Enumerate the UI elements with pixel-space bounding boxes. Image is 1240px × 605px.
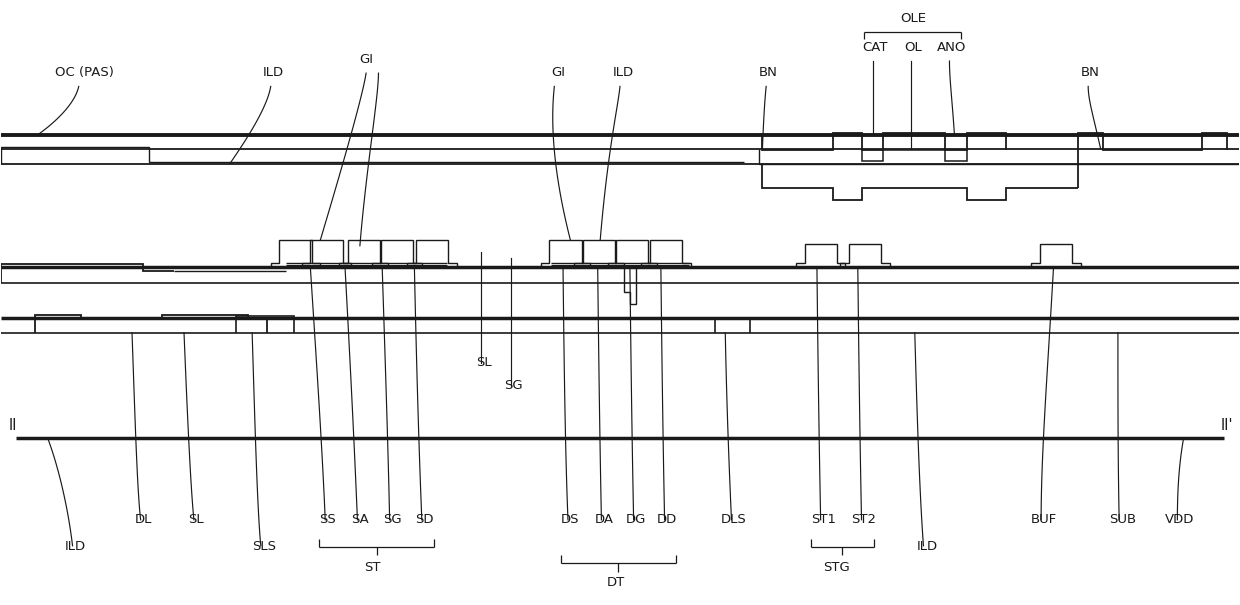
Text: STG: STG bbox=[823, 561, 851, 574]
Text: SG: SG bbox=[505, 379, 523, 392]
Text: II': II' bbox=[1220, 419, 1233, 434]
Text: ST2: ST2 bbox=[852, 513, 877, 526]
Text: DS: DS bbox=[562, 513, 580, 526]
Text: ST: ST bbox=[365, 561, 381, 574]
Text: GI: GI bbox=[551, 66, 565, 79]
Text: SA: SA bbox=[351, 513, 368, 526]
Text: GI: GI bbox=[360, 53, 373, 66]
Text: ILD: ILD bbox=[64, 540, 86, 553]
Text: DT: DT bbox=[608, 576, 625, 589]
Text: SG: SG bbox=[383, 513, 402, 526]
Text: OL: OL bbox=[905, 41, 923, 54]
Text: DL: DL bbox=[134, 513, 151, 526]
Text: SD: SD bbox=[415, 513, 434, 526]
Text: BN: BN bbox=[1081, 66, 1100, 79]
Text: DD: DD bbox=[657, 513, 677, 526]
Text: DLS: DLS bbox=[722, 513, 746, 526]
Text: SL: SL bbox=[476, 356, 491, 369]
Text: ILD: ILD bbox=[916, 540, 937, 553]
Text: SUB: SUB bbox=[1110, 513, 1136, 526]
Text: CAT: CAT bbox=[862, 41, 888, 54]
Text: ST1: ST1 bbox=[811, 513, 836, 526]
Text: SS: SS bbox=[320, 513, 336, 526]
Text: ILD: ILD bbox=[613, 66, 635, 79]
Text: DA: DA bbox=[594, 513, 614, 526]
Text: SLS: SLS bbox=[253, 540, 277, 553]
Text: BUF: BUF bbox=[1030, 513, 1056, 526]
Text: BN: BN bbox=[759, 66, 777, 79]
Text: VDD: VDD bbox=[1166, 513, 1194, 526]
Text: DG: DG bbox=[626, 513, 646, 526]
Text: II: II bbox=[9, 419, 17, 434]
Text: SL: SL bbox=[188, 513, 205, 526]
Text: OLE: OLE bbox=[900, 12, 926, 25]
Text: ANO: ANO bbox=[937, 41, 967, 54]
Text: OC (PAS): OC (PAS) bbox=[56, 66, 114, 79]
Text: ILD: ILD bbox=[263, 66, 284, 79]
